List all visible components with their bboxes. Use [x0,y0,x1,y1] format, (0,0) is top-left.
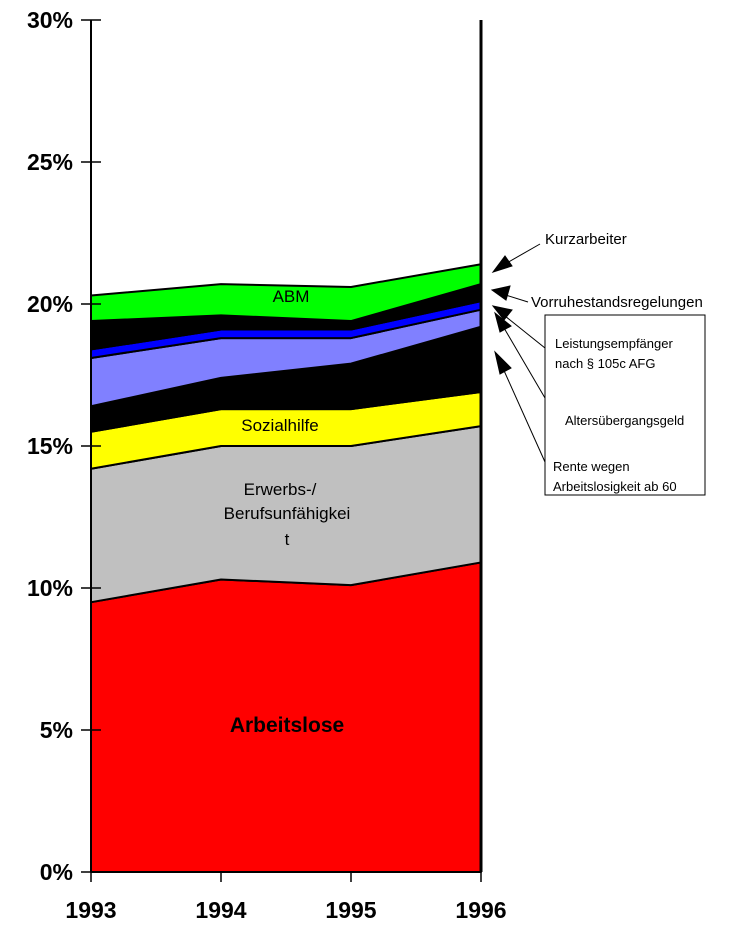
area-series-group [90,263,482,873]
label-abm: ABM [273,287,310,306]
label-sozialhilfe: Sozialhilfe [241,416,319,435]
arrow-rente-head [494,350,512,375]
y-tick-label-1: 5% [40,717,73,743]
annotation-box [544,314,706,496]
arrow-rente-line [496,354,546,463]
y-tick-label-2: 10% [27,575,73,601]
axes-group: 0% 5% 10% 15% 20% 25% 30% 1993 1994 1995 1996 [27,7,507,923]
x-tick-label-1996: 1996 [455,897,506,923]
annotation-leistung-line1: Leistungsempfänger [555,336,673,351]
y-tick-label-0: 0% [40,859,73,885]
label-erwerbs-line3: t [285,530,290,549]
annotation-rente-line2: Arbeitslosigkeit ab 60 [553,479,677,494]
annotations-group: Kurzarbeiter Vorruhestandsregelungen Lei… [490,231,706,496]
label-erwerbs-line2: Berufsunfähigkei [224,504,351,523]
y-tick-label-5: 25% [27,149,73,175]
arrow-vorruhestand-head [490,285,511,301]
x-tick-label-1994: 1994 [195,897,246,923]
x-tick-label-1993: 1993 [65,897,116,923]
annotation-alters: Altersübergangsgeld [565,413,684,428]
annotation-rente-line1: Rente wegen [553,459,630,474]
arrow-leistung-head [491,305,513,321]
y-tick-label-4: 20% [27,291,73,317]
y-tick-label-3: 15% [27,433,73,459]
y-tick-label-6: 30% [27,7,73,33]
x-tick-label-1995: 1995 [325,897,376,923]
annotation-leistung-line2: nach § 105c AFG [555,356,655,371]
label-erwerbs-line1: Erwerbs-/ [244,480,317,499]
arrow-alters-head [494,311,512,333]
arrow-kurzarbeiter-head [491,255,513,273]
annotation-vorruhestand: Vorruhestandsregelungen [531,294,703,311]
annotation-kurzarbeiter: Kurzarbeiter [545,231,627,248]
label-arbeitslose: Arbeitslose [230,714,344,737]
